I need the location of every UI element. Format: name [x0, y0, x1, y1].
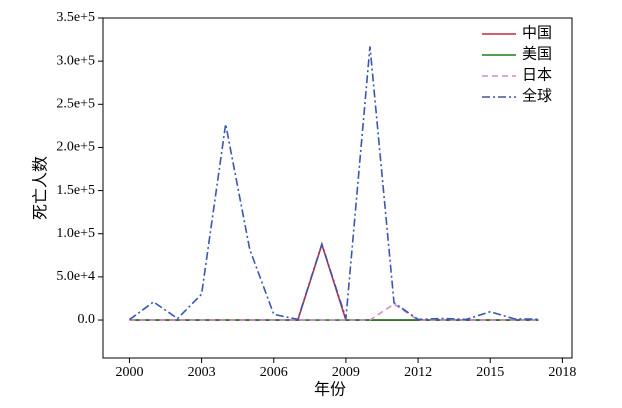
y-tick-label: 2.5e+5 — [56, 97, 95, 112]
x-tick-label: 2000 — [115, 365, 143, 380]
y-tick-label: 3.0e+5 — [56, 53, 95, 68]
y-tick-label: 5.0e+4 — [56, 269, 95, 284]
x-tick-label: 2009 — [332, 365, 360, 380]
legend-label: 美国 — [522, 45, 552, 62]
y-tick-label: 0.0 — [78, 312, 96, 327]
series-line — [129, 303, 539, 321]
plot-frame — [102, 17, 573, 359]
x-tick-label: 2006 — [260, 365, 288, 380]
x-axis-label: 年份 — [314, 381, 346, 399]
series-line — [129, 241, 539, 321]
legend-label: 日本 — [522, 66, 552, 83]
y-axis-label: 死亡人数 — [32, 156, 50, 220]
legend-label: 中国 — [522, 24, 552, 41]
x-tick-label: 2018 — [548, 365, 576, 380]
series-line — [128, 46, 539, 321]
x-tick-label: 2012 — [404, 365, 432, 380]
y-tick-label: 1.5e+5 — [56, 183, 95, 198]
y-tick-label: 1.0e+5 — [56, 226, 95, 241]
y-tick-label: 2.0e+5 — [56, 140, 95, 155]
y-tick-label: 3.5e+5 — [56, 10, 95, 25]
legend-label: 全球 — [522, 86, 552, 104]
x-tick-label: 2015 — [476, 365, 504, 380]
x-tick-label: 2003 — [188, 365, 216, 380]
